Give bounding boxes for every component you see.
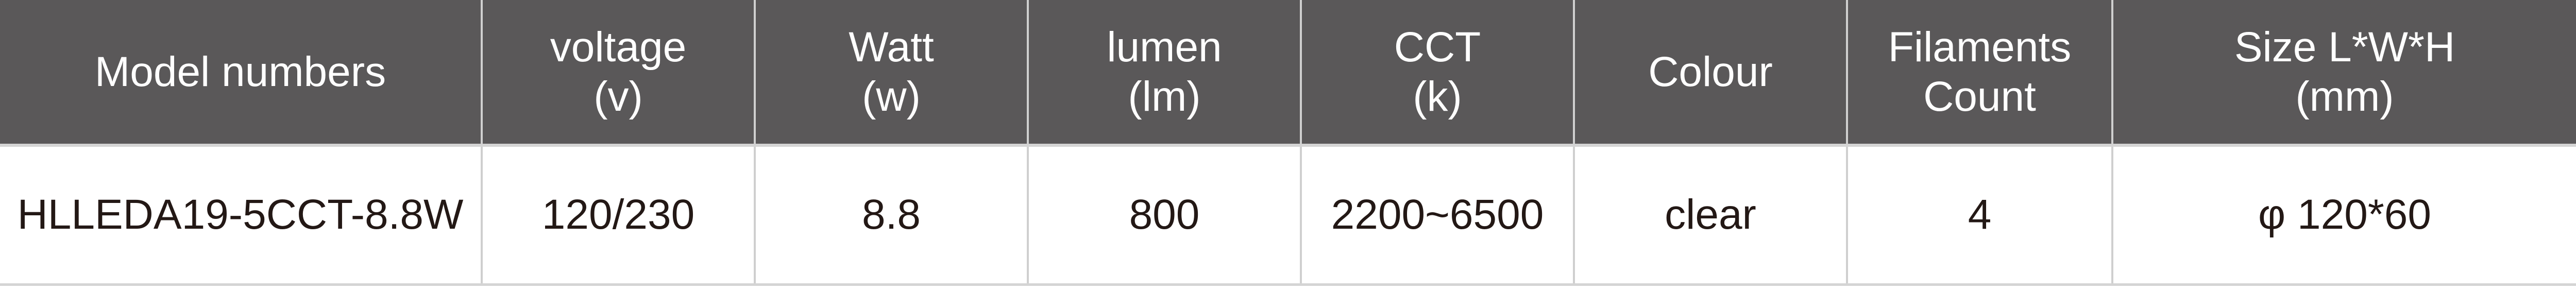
header-label: (w) [862, 73, 921, 120]
header-cct: CCT (k) [1301, 0, 1575, 147]
cell-watt: 8.8 [755, 145, 1029, 286]
header-label: CCT [1394, 23, 1481, 71]
header-model-numbers: Model numbers [0, 0, 483, 147]
table-row: HLLEDA19-5CCT-8.8W 120/230 8.8 800 2200~6500… [0, 145, 2576, 286]
header-label: lumen [1107, 23, 1222, 71]
header-label: Filaments [1888, 23, 2072, 71]
header-label: Colour [1648, 48, 1773, 95]
header-label: Size L*W*H [2234, 23, 2455, 71]
header-colour: Colour [1574, 0, 1848, 147]
header-filaments-count: Filaments Count [1847, 0, 2113, 147]
cell-size: φ 120*60 [2112, 145, 2576, 286]
cell-cct: 2200~6500 [1301, 145, 1575, 286]
header-row: Model numbers voltage (v) Watt (w) lumen (lm) C… [0, 0, 2576, 147]
header-label: (mm) [2295, 73, 2394, 120]
header-label: (v) [594, 73, 643, 120]
header-voltage: voltage (v) [482, 0, 756, 147]
header-label: (k) [1413, 73, 1462, 120]
header-watt: Watt (w) [755, 0, 1029, 147]
cell-model-numbers: HLLEDA19-5CCT-8.8W [0, 145, 483, 286]
header-label: Count [1923, 73, 2036, 120]
header-label: Watt [849, 23, 934, 71]
cell-colour: clear [1574, 145, 1848, 286]
header-lumen: lumen (lm) [1028, 0, 1302, 147]
header-size: Size L*W*H (mm) [2112, 0, 2576, 147]
cell-filaments-count: 4 [1847, 145, 2113, 286]
cell-lumen: 800 [1028, 145, 1302, 286]
header-label: voltage [550, 23, 687, 71]
header-label: Model numbers [94, 48, 386, 95]
cell-voltage: 120/230 [482, 145, 756, 286]
header-label: (lm) [1128, 73, 1201, 120]
